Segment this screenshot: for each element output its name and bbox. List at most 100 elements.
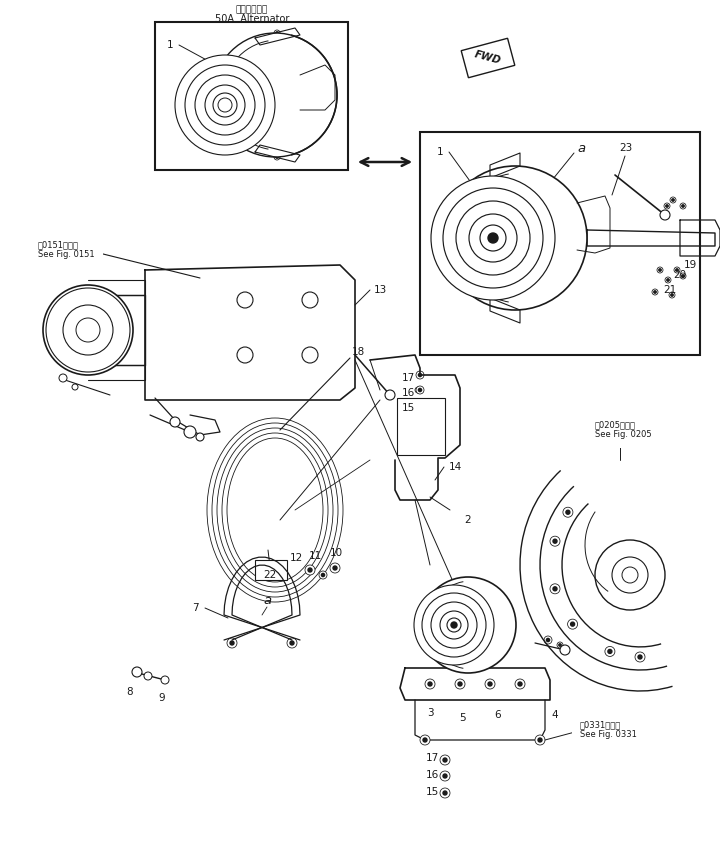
Circle shape	[488, 233, 498, 243]
Text: a: a	[578, 142, 586, 155]
Circle shape	[76, 318, 100, 342]
Circle shape	[553, 539, 557, 543]
Circle shape	[563, 507, 573, 517]
Circle shape	[443, 188, 543, 288]
Circle shape	[175, 55, 275, 155]
Circle shape	[443, 758, 447, 762]
Circle shape	[669, 292, 675, 298]
Circle shape	[518, 682, 522, 686]
Circle shape	[274, 30, 280, 36]
Circle shape	[205, 85, 245, 125]
Text: FWD: FWD	[474, 50, 503, 66]
Text: 11: 11	[308, 551, 322, 561]
Circle shape	[418, 374, 422, 376]
Circle shape	[440, 611, 468, 639]
Circle shape	[418, 404, 422, 406]
Circle shape	[443, 791, 447, 795]
Bar	[255, 560, 287, 580]
Text: 図0205図参照
See Fig. 0205: 図0205図参照 See Fig. 0205	[595, 420, 652, 440]
Circle shape	[170, 417, 180, 427]
Circle shape	[440, 755, 450, 765]
Circle shape	[43, 285, 133, 375]
Circle shape	[416, 371, 424, 379]
Circle shape	[290, 641, 294, 645]
Circle shape	[550, 584, 560, 594]
Circle shape	[195, 75, 255, 135]
Circle shape	[420, 577, 516, 673]
Circle shape	[415, 387, 421, 393]
Circle shape	[63, 305, 113, 355]
Circle shape	[674, 267, 680, 273]
Text: 21: 21	[663, 285, 677, 295]
Circle shape	[682, 204, 684, 207]
Circle shape	[567, 619, 577, 629]
Circle shape	[680, 203, 686, 209]
Circle shape	[660, 210, 670, 220]
Circle shape	[428, 682, 432, 686]
Circle shape	[72, 384, 78, 390]
Circle shape	[546, 638, 549, 642]
Text: 50A  Alternator: 50A Alternator	[215, 14, 289, 24]
Circle shape	[230, 641, 234, 645]
Circle shape	[443, 166, 587, 310]
Circle shape	[422, 593, 486, 657]
Text: 19: 19	[683, 260, 697, 270]
Circle shape	[559, 643, 561, 646]
Circle shape	[414, 585, 494, 665]
Circle shape	[682, 275, 684, 277]
Circle shape	[488, 682, 492, 686]
Circle shape	[417, 389, 419, 391]
Circle shape	[59, 374, 67, 382]
Circle shape	[431, 602, 477, 648]
Circle shape	[451, 622, 457, 628]
Text: 7: 7	[192, 603, 198, 613]
Circle shape	[670, 197, 676, 203]
Circle shape	[425, 679, 435, 689]
Circle shape	[218, 98, 232, 112]
Circle shape	[443, 774, 447, 778]
Text: 15: 15	[426, 787, 438, 797]
Circle shape	[196, 433, 204, 441]
Circle shape	[319, 571, 327, 579]
Text: 4: 4	[552, 710, 558, 720]
Bar	[397, 398, 445, 455]
Text: 15: 15	[401, 403, 415, 413]
Circle shape	[132, 667, 142, 677]
Circle shape	[671, 294, 673, 296]
Text: 9: 9	[158, 693, 166, 703]
Bar	[155, 22, 348, 170]
Text: 23: 23	[619, 143, 633, 153]
Circle shape	[680, 273, 686, 279]
Circle shape	[544, 636, 552, 644]
Circle shape	[144, 672, 152, 680]
Circle shape	[485, 679, 495, 689]
Circle shape	[213, 33, 337, 157]
Text: オルタネータ: オルタネータ	[236, 5, 268, 14]
Circle shape	[321, 574, 325, 576]
Circle shape	[385, 390, 395, 400]
Circle shape	[302, 347, 318, 363]
Circle shape	[447, 618, 461, 632]
Circle shape	[276, 155, 278, 158]
Circle shape	[560, 645, 570, 655]
Text: 17: 17	[401, 373, 415, 383]
Circle shape	[480, 225, 506, 251]
Circle shape	[185, 65, 265, 145]
Circle shape	[659, 269, 661, 271]
Text: 図0151図参照
See Fig. 0151: 図0151図参照 See Fig. 0151	[38, 240, 94, 259]
Circle shape	[654, 291, 656, 293]
Circle shape	[595, 540, 665, 610]
Circle shape	[440, 788, 450, 798]
Circle shape	[550, 536, 560, 546]
Text: 8: 8	[127, 687, 133, 697]
Circle shape	[553, 587, 557, 591]
Circle shape	[469, 214, 517, 262]
Text: 14: 14	[449, 462, 462, 472]
Circle shape	[440, 771, 450, 781]
Circle shape	[665, 277, 671, 283]
Circle shape	[308, 568, 312, 572]
Circle shape	[305, 565, 315, 575]
Text: 13: 13	[374, 285, 387, 295]
Text: 16: 16	[426, 770, 438, 780]
Text: 1: 1	[167, 40, 174, 50]
